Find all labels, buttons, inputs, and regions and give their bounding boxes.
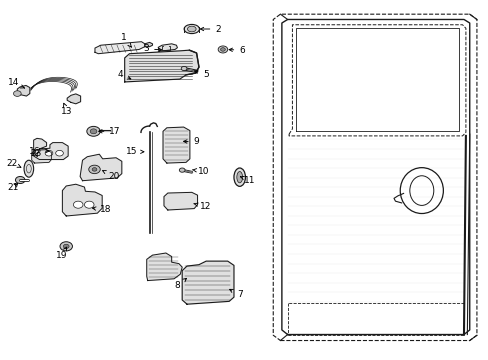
Circle shape	[14, 91, 21, 96]
Polygon shape	[32, 150, 51, 163]
Text: 17: 17	[99, 127, 121, 136]
Text: 11: 11	[240, 176, 255, 185]
Text: 5: 5	[194, 70, 208, 79]
Polygon shape	[163, 127, 189, 163]
Text: 10: 10	[192, 167, 209, 176]
Text: 15: 15	[126, 147, 143, 156]
Text: 13: 13	[61, 103, 73, 116]
Text: 9: 9	[183, 138, 199, 147]
Text: 12: 12	[194, 202, 210, 211]
Circle shape	[60, 242, 72, 251]
Ellipse shape	[184, 24, 199, 33]
Circle shape	[87, 126, 100, 136]
Ellipse shape	[187, 26, 196, 32]
Polygon shape	[67, 94, 81, 104]
Polygon shape	[34, 138, 68, 159]
Polygon shape	[182, 261, 233, 304]
Text: 8: 8	[174, 278, 186, 290]
Text: 14: 14	[8, 78, 24, 88]
Text: 1: 1	[121, 33, 131, 47]
Text: 23: 23	[30, 149, 41, 158]
Text: 16: 16	[29, 147, 49, 156]
Text: 7: 7	[229, 289, 242, 299]
Polygon shape	[95, 42, 144, 54]
Polygon shape	[124, 50, 199, 82]
Text: 18: 18	[92, 206, 111, 215]
Circle shape	[63, 244, 69, 248]
Circle shape	[220, 48, 225, 51]
Circle shape	[56, 150, 63, 156]
Polygon shape	[80, 154, 122, 181]
Text: 6: 6	[229, 46, 244, 55]
Text: 20: 20	[102, 171, 120, 181]
Polygon shape	[163, 192, 197, 210]
Ellipse shape	[233, 168, 245, 186]
Circle shape	[45, 150, 53, 156]
Polygon shape	[158, 44, 177, 51]
Ellipse shape	[179, 168, 184, 172]
Circle shape	[84, 201, 94, 208]
Circle shape	[92, 168, 97, 171]
Circle shape	[73, 201, 83, 208]
Circle shape	[90, 129, 97, 134]
Polygon shape	[17, 85, 30, 96]
Text: 2: 2	[200, 24, 221, 33]
Polygon shape	[144, 42, 152, 47]
Ellipse shape	[181, 66, 186, 71]
Text: 4: 4	[117, 70, 131, 79]
Polygon shape	[62, 184, 102, 216]
Circle shape	[218, 46, 227, 53]
Text: 21: 21	[8, 183, 19, 192]
Circle shape	[89, 165, 100, 174]
Circle shape	[16, 176, 25, 184]
Ellipse shape	[24, 160, 34, 177]
Ellipse shape	[236, 171, 242, 183]
Text: 22: 22	[6, 158, 21, 167]
Text: 3: 3	[143, 44, 162, 53]
Polygon shape	[146, 253, 182, 280]
Text: 19: 19	[56, 247, 67, 260]
